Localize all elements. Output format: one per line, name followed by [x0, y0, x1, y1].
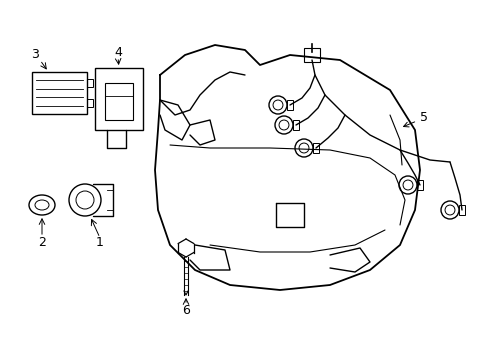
Text: 1: 1: [96, 235, 104, 248]
Bar: [304, 48, 319, 62]
Bar: [416, 180, 423, 190]
Bar: [312, 143, 319, 153]
Text: 6: 6: [182, 303, 189, 316]
Bar: [292, 120, 299, 130]
Bar: [87, 78, 93, 86]
Bar: [286, 100, 293, 110]
Text: 4: 4: [114, 45, 122, 58]
Text: 3: 3: [31, 49, 39, 62]
Text: 2: 2: [38, 235, 46, 248]
Text: 5: 5: [403, 112, 427, 127]
Bar: [32, 72, 87, 114]
Bar: [95, 68, 142, 130]
Bar: [105, 83, 133, 120]
Bar: [458, 205, 465, 215]
Bar: [87, 99, 93, 108]
